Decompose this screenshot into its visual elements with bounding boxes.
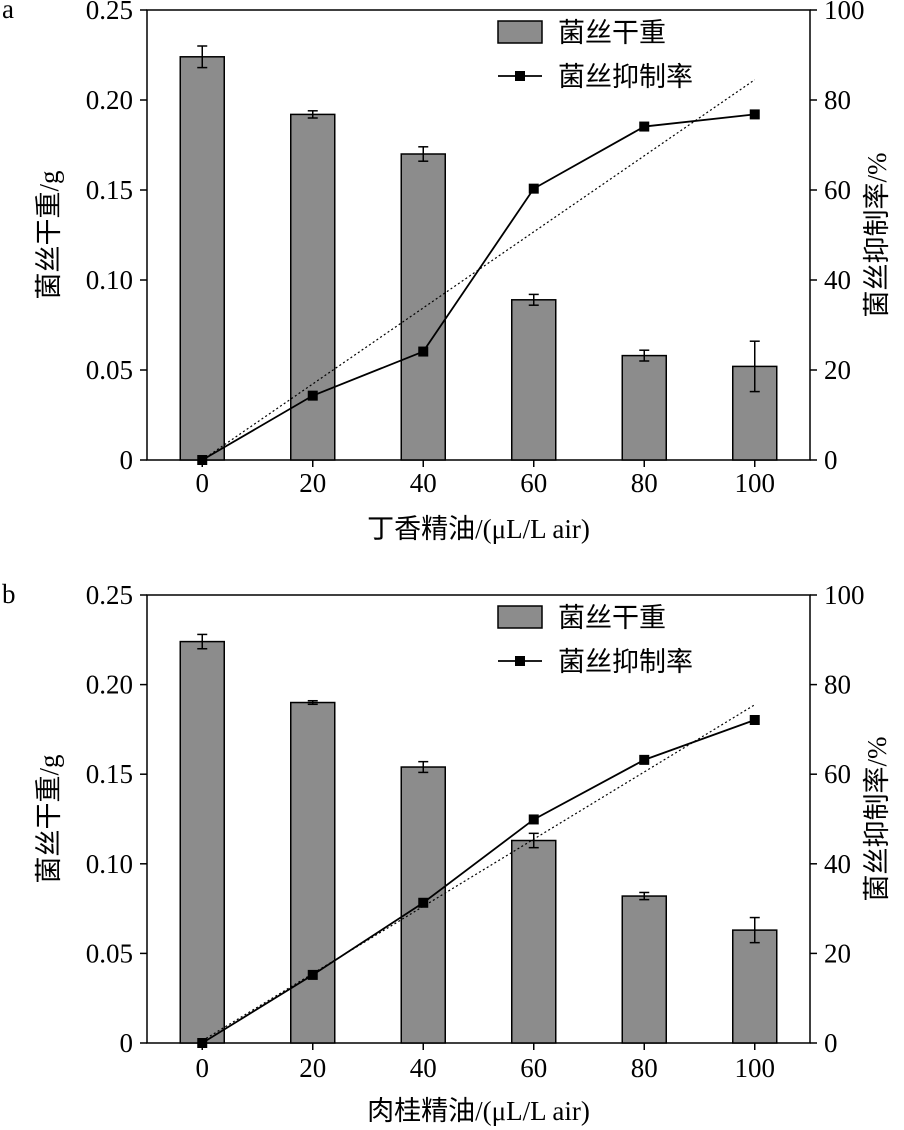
x-tick-label: 40 [410, 1053, 437, 1083]
trendline [201, 79, 756, 461]
y-left-tick-label: 0 [120, 445, 134, 475]
y-left-tick-label: 0.15 [86, 759, 133, 789]
line-point [639, 754, 650, 765]
y-left-tick-label: 0.20 [86, 670, 133, 700]
x-tick-label: 0 [196, 468, 210, 498]
line-series [201, 113, 755, 461]
legend-label-bar: 菌丝干重 [558, 18, 666, 48]
y-right-tick-label: 80 [824, 670, 851, 700]
y-left-tick-label: 0.05 [86, 938, 133, 968]
panel-label: b [2, 579, 16, 609]
y-right-tick-label: 80 [824, 85, 851, 115]
x-tick-label: 20 [299, 468, 326, 498]
x-tick-label: 0 [196, 1053, 210, 1083]
y-left-tick-label: 0.05 [86, 355, 133, 385]
legend-swatch-marker [515, 656, 525, 666]
y-right-tick-label: 60 [824, 759, 851, 789]
line-point [418, 897, 429, 908]
y-right-axis-title: 菌丝抑制率/% [862, 737, 892, 902]
plot-frame [146, 594, 811, 1044]
y-right-tick-label: 0 [824, 1028, 838, 1058]
line-point [749, 714, 760, 725]
line-point [197, 1038, 208, 1048]
bar [621, 354, 667, 461]
trendline [201, 704, 756, 1042]
y-left-tick-label: 0.25 [86, 580, 133, 610]
y-right-tick-label: 0 [824, 445, 838, 475]
y-left-axis-title: 菌丝干重/g [34, 754, 64, 883]
x-tick-label: 100 [735, 468, 776, 498]
y-right-tick-label: 60 [824, 175, 851, 205]
line-series [201, 719, 756, 1044]
bar [400, 153, 446, 461]
bar [290, 113, 336, 461]
y-left-axis-title: 菌丝干重/g [34, 170, 64, 299]
x-tick-label: 40 [410, 468, 437, 498]
line-point [418, 346, 429, 357]
x-tick-label: 60 [520, 1053, 547, 1083]
legend-label-bar: 菌丝干重 [558, 603, 666, 633]
y-right-tick-label: 20 [824, 938, 851, 968]
bar [179, 56, 225, 461]
x-tick-label: 60 [520, 468, 547, 498]
y-left-tick-label: 0.10 [86, 265, 133, 295]
y-left-tick-label: 0.20 [86, 85, 133, 115]
legend-label-line: 菌丝抑制率 [558, 647, 693, 677]
x-tick-label: 20 [299, 1053, 326, 1083]
y-right-tick-label: 100 [824, 580, 865, 610]
x-axis-title: 肉桂精油/(μL/L air) [367, 1096, 590, 1126]
plot-frame [146, 9, 811, 461]
bar [511, 839, 557, 1044]
y-left-tick-label: 0.15 [86, 175, 133, 205]
x-tick-label: 100 [735, 1053, 776, 1083]
bar [732, 365, 778, 461]
chart-panel-a: a 0 0.05 0.10 0.15 0.20 0.25 0 20 40 60 80 100 0 20 40 6… [2, 0, 892, 544]
line-point [197, 455, 208, 465]
panel-label: a [2, 0, 14, 24]
line-point [749, 109, 760, 120]
bar [179, 640, 225, 1044]
y-right-tick-label: 100 [824, 0, 865, 25]
legend-swatch-bar [497, 20, 543, 44]
chart-panel-b: b 0 0.05 0.10 0.15 0.20 0.25 0 20 40 60 80 100 0 20 40 6… [2, 579, 892, 1126]
y-right-tick-label: 40 [824, 265, 851, 295]
bar [621, 895, 667, 1044]
x-axis-title: 丁香精油/(μL/L air) [367, 514, 590, 544]
legend-label-line: 菌丝抑制率 [558, 62, 693, 92]
y-left-tick-label: 0.10 [86, 849, 133, 879]
line-point [528, 183, 539, 194]
legend-swatch-bar [497, 605, 543, 629]
legend-swatch-marker [515, 71, 525, 81]
y-right-axis-title: 菌丝抑制率/% [862, 153, 892, 318]
y-left-tick-label: 0 [120, 1028, 134, 1058]
bar [511, 299, 557, 461]
y-right-tick-label: 20 [824, 355, 851, 385]
line-point [307, 390, 318, 401]
x-tick-label: 80 [631, 468, 658, 498]
bar [290, 701, 336, 1044]
y-right-tick-label: 40 [824, 849, 851, 879]
y-left-tick-label: 0.25 [86, 0, 133, 25]
line-point [639, 121, 650, 132]
bar [732, 929, 778, 1044]
line-point [307, 969, 318, 980]
line-point [528, 814, 539, 825]
x-tick-label: 80 [631, 1053, 658, 1083]
